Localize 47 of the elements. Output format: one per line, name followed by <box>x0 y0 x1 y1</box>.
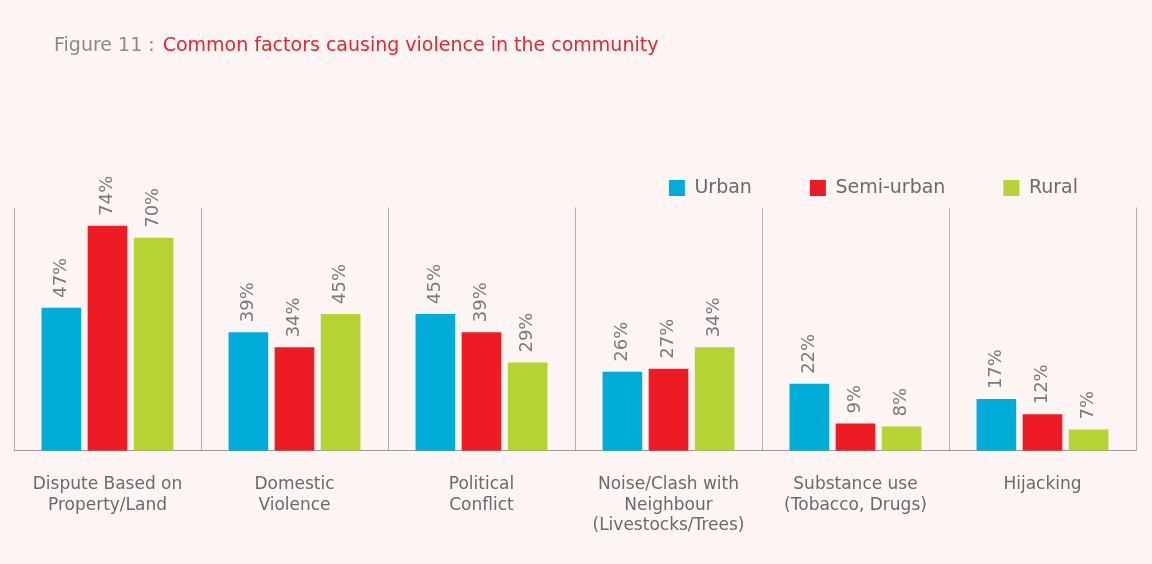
x-tick-label: Noise/Clash with Neighbour (Livestocks/Trees) <box>592 473 745 535</box>
data-label: 45% <box>423 263 445 304</box>
bar <box>507 362 548 451</box>
bar <box>648 368 689 451</box>
data-label: 34% <box>702 297 724 338</box>
x-tick-label: Political Conflict <box>448 473 515 514</box>
legend-label: Rural <box>1028 174 1078 197</box>
data-label: 47% <box>49 257 71 298</box>
data-label: 26% <box>610 321 632 362</box>
data-label: 39% <box>469 282 491 323</box>
bar <box>41 307 82 451</box>
data-label: 45% <box>328 263 350 304</box>
legend-label: Urban <box>694 174 752 197</box>
x-tick-label: Domestic Violence <box>254 473 335 514</box>
bar <box>461 332 502 451</box>
bar <box>228 332 269 451</box>
data-label: 70% <box>141 187 163 228</box>
bar <box>87 225 128 451</box>
data-label: 12% <box>1030 364 1052 405</box>
chart-subtitle: Common factors causing violence in the community <box>162 33 659 55</box>
bar <box>133 237 174 451</box>
data-label: 9% <box>843 384 865 414</box>
chart-title: Figure 11 : <box>54 33 155 55</box>
data-label: 29% <box>515 312 537 353</box>
bar <box>694 347 735 451</box>
data-label: 22% <box>797 333 819 374</box>
data-label: 74% <box>95 175 117 216</box>
data-label: 27% <box>656 318 678 359</box>
x-tick-label: Dispute Based on Property/Land <box>32 473 183 514</box>
bar <box>1022 414 1063 451</box>
data-label: 39% <box>236 282 258 323</box>
bar <box>602 371 643 451</box>
bar <box>320 313 361 451</box>
data-label: 17% <box>984 349 1006 390</box>
bar <box>274 347 315 451</box>
x-tick-label: Substance use (Tobacco, Drugs) <box>784 473 927 514</box>
bar <box>881 426 922 451</box>
bar <box>835 423 876 451</box>
data-label: 7% <box>1076 390 1098 420</box>
bar <box>415 313 456 451</box>
x-tick-label: Hijacking <box>1003 473 1082 494</box>
bar <box>976 399 1017 451</box>
bar <box>1068 429 1109 451</box>
data-label: 8% <box>889 387 911 417</box>
data-label: 34% <box>282 297 304 338</box>
bar <box>789 383 830 451</box>
legend-label: Semi-urban <box>835 174 946 197</box>
